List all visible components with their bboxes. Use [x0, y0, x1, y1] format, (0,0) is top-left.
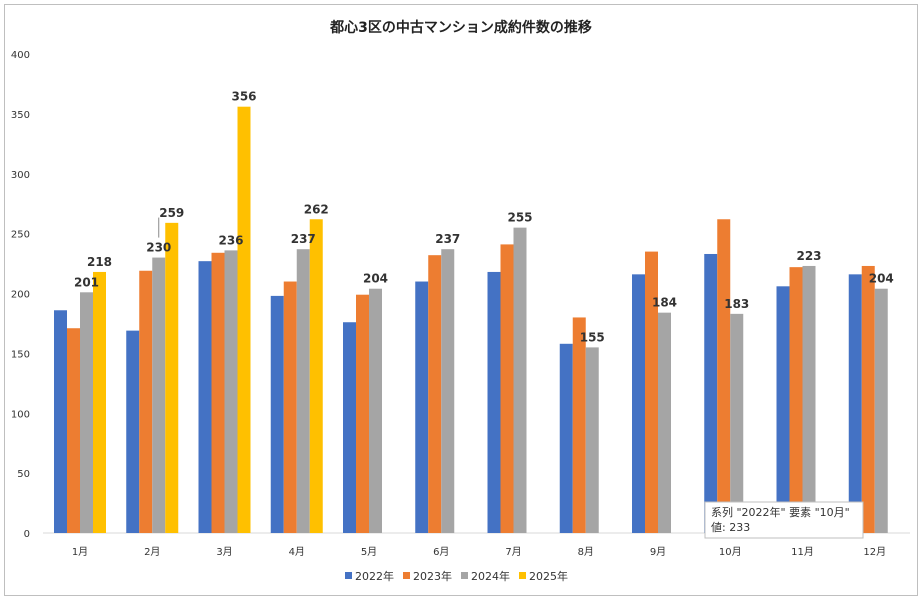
x-tick-label: 6月: [433, 546, 449, 558]
bar: [356, 294, 369, 533]
bar: [139, 270, 153, 533]
data-label: 356: [231, 90, 256, 104]
chart-title: 都心3区の中古マンション成約件数の推移: [329, 19, 592, 36]
y-tick-label: 200: [11, 290, 30, 301]
bar: [237, 106, 251, 533]
x-tick-label: 5月: [361, 546, 377, 558]
bar: [802, 265, 816, 533]
y-tick-label: 400: [11, 50, 30, 61]
data-label: 218: [87, 255, 112, 269]
bar: [343, 322, 356, 533]
data-label: 184: [652, 296, 677, 310]
data-label: 236: [218, 233, 243, 247]
bar: [632, 274, 645, 533]
legend: 2022年 2023年 2024年 2025年: [345, 569, 568, 583]
x-tick-label: 2月: [144, 546, 160, 558]
bar: [848, 274, 862, 533]
y-tick-label: 100: [11, 409, 30, 420]
legend-label: 2022年: [355, 569, 394, 583]
x-tick-label: 11月: [791, 546, 814, 558]
data-label: 223: [796, 249, 821, 263]
bar: [704, 253, 718, 534]
bar: [126, 330, 140, 533]
bars: [54, 106, 888, 534]
bar: [428, 255, 442, 533]
x-tick-label: 4月: [289, 546, 305, 558]
tooltip-line-1: 系列 "2022年" 要素 "10月": [711, 505, 850, 519]
bar: [369, 288, 382, 533]
data-label: 201: [74, 275, 99, 289]
bar: [415, 281, 429, 533]
bar: [80, 292, 93, 533]
data-label: 255: [507, 211, 532, 225]
legend-swatch: [461, 572, 468, 579]
data-label: 204: [869, 272, 894, 286]
legend-label: 2023年: [413, 569, 452, 583]
bar: [513, 227, 527, 533]
data-labels: 201 218 230 259 236 356 237 262 204 237 255 155 184 1…: [74, 90, 894, 345]
data-label: 230: [146, 241, 171, 255]
legend-swatch: [403, 572, 410, 579]
bar: [572, 317, 586, 533]
bar: [658, 312, 671, 533]
bar: [789, 267, 803, 533]
bar: [224, 250, 238, 533]
bar: [874, 288, 888, 533]
x-tick-label: 1月: [72, 546, 88, 558]
x-tick-label: 7月: [505, 546, 521, 558]
bar: [861, 265, 875, 533]
bar: [270, 295, 284, 533]
bar: [585, 347, 599, 533]
legend-swatch: [519, 572, 526, 579]
bar: [152, 257, 166, 533]
bar: [93, 271, 106, 533]
bar: [54, 310, 67, 533]
data-label: 259: [159, 206, 184, 220]
x-tick-label: 9月: [650, 546, 666, 558]
data-label: 237: [291, 232, 316, 246]
y-tick-label: 250: [11, 230, 30, 241]
bar: [645, 251, 658, 533]
bar: [487, 271, 501, 533]
bar: [283, 281, 297, 533]
bar: [776, 286, 790, 533]
data-label: 237: [435, 232, 460, 246]
y-tick-label: 50: [17, 469, 30, 480]
axes: 0 50 100 150 200 250 300 350 400 1月 2月 3月 4月 5月 6月 7月 8月…: [11, 50, 910, 558]
bar: [198, 261, 212, 533]
bar: [500, 244, 514, 533]
x-tick-label: 10月: [719, 546, 742, 558]
bar: [309, 219, 323, 533]
chart-svg: 都心3区の中古マンション成約件数の推移 0 50 100 150 200 250 300 35…: [11, 19, 910, 583]
bar: [717, 219, 731, 533]
chart-frame: 都心3区の中古マンション成約件数の推移 0 50 100 150 200 250 300 35…: [4, 4, 918, 596]
bar: [441, 249, 455, 533]
x-tick-label: 8月: [578, 546, 594, 558]
y-tick-label: 150: [11, 349, 30, 360]
y-tick-label: 300: [11, 170, 30, 181]
bar: [211, 252, 225, 533]
y-tick-label: 350: [11, 110, 30, 121]
data-label: 155: [580, 330, 605, 344]
x-tick-label: 3月: [216, 546, 232, 558]
x-tick-label: 12月: [863, 546, 886, 558]
tooltip-line-2: 値: 233: [711, 521, 750, 534]
data-label: 183: [724, 297, 749, 311]
y-tick-label: 0: [24, 529, 30, 540]
bar: [730, 313, 744, 533]
tooltip-box: [704, 501, 864, 539]
bar: [67, 328, 80, 533]
bar: [559, 343, 573, 533]
data-label: 204: [363, 272, 388, 286]
bar: [296, 249, 310, 533]
bar: [165, 222, 179, 533]
legend-swatch: [345, 572, 352, 579]
legend-label: 2025年: [529, 569, 568, 583]
data-label: 262: [304, 202, 329, 216]
tooltip: 系列 "2022年" 要素 "10月" 値: 233: [704, 501, 864, 539]
legend-label: 2024年: [471, 569, 510, 583]
